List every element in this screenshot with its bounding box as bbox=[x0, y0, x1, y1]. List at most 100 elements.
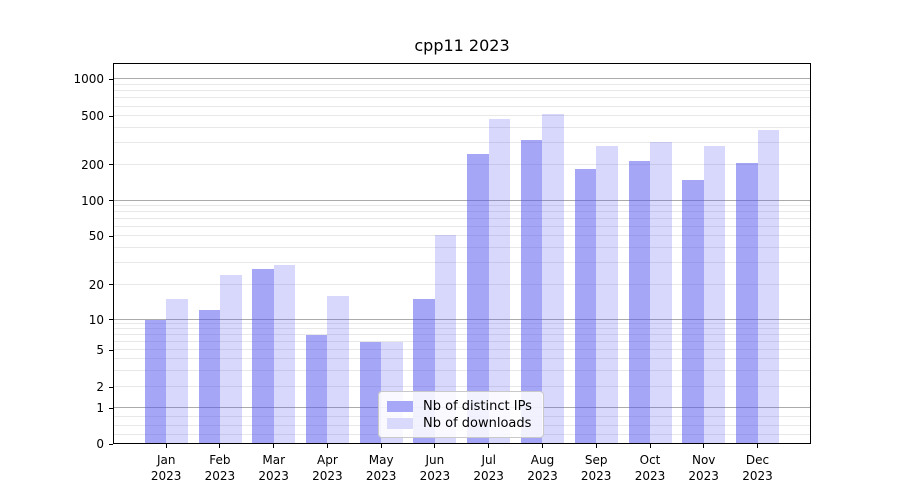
gridline-minor bbox=[113, 349, 811, 350]
bar-nb-of-distinct-ips-dec bbox=[736, 163, 758, 444]
x-tick-mark bbox=[326, 444, 328, 448]
bar-nb-of-distinct-ips-nov bbox=[682, 179, 704, 444]
legend-label-downloads: Nb of downloads bbox=[423, 415, 532, 431]
legend: Nb of distinct IPs Nb of downloads bbox=[378, 391, 544, 438]
gridline-minor bbox=[113, 341, 811, 342]
gridline-minor bbox=[113, 283, 811, 285]
x-tick-month: Apr bbox=[317, 453, 338, 467]
y-tick-mark bbox=[109, 78, 113, 80]
bar-nb-of-downloads-dec bbox=[757, 130, 779, 444]
gridline-minor bbox=[113, 369, 811, 371]
gridline-minor bbox=[113, 83, 811, 85]
gridline-minor bbox=[113, 262, 811, 264]
gridline-minor bbox=[113, 163, 811, 165]
gridline-major bbox=[113, 78, 811, 80]
x-tick-year: 2023 bbox=[419, 469, 451, 483]
x-tick-label: Jun 2023 bbox=[395, 452, 475, 484]
x-tick-label: Apr 2023 bbox=[287, 452, 367, 484]
x-tick-mark bbox=[595, 444, 597, 448]
x-tick-mark bbox=[488, 444, 490, 448]
bar-nb-of-distinct-ips-sep bbox=[574, 168, 597, 444]
gridline-minor bbox=[113, 386, 811, 387]
x-tick-mark bbox=[703, 444, 705, 448]
x-tick-month: Jan bbox=[156, 453, 176, 467]
gridline-minor bbox=[113, 115, 811, 117]
x-tick-year: 2023 bbox=[204, 469, 236, 483]
bar-nb-of-distinct-ips-may bbox=[359, 342, 382, 444]
chart-title: cpp11 2023 bbox=[414, 36, 510, 55]
x-tick-label: Aug 2023 bbox=[503, 452, 583, 484]
x-tick-mark bbox=[273, 444, 275, 448]
y-tick-mark bbox=[109, 443, 113, 445]
y-tick-label: 20 bbox=[88, 277, 104, 292]
gridline-minor bbox=[113, 235, 811, 237]
x-tick-mark bbox=[649, 444, 651, 448]
bar-nb-of-distinct-ips-jan bbox=[144, 319, 167, 444]
bar-nb-of-downloads-apr bbox=[327, 295, 349, 444]
legend-entry-distinct-ips: Nb of distinct IPs bbox=[387, 398, 535, 414]
y-tick-mark bbox=[109, 115, 113, 117]
gridline-minor bbox=[113, 334, 811, 336]
bar-nb-of-distinct-ips-jul bbox=[467, 153, 489, 444]
bar-nb-of-distinct-ips-aug bbox=[520, 139, 543, 444]
x-tick-mark bbox=[757, 444, 758, 448]
x-tick-year: 2023 bbox=[688, 469, 719, 483]
y-tick-mark bbox=[109, 284, 113, 286]
bar-nb-of-downloads-mar bbox=[273, 265, 296, 444]
y-tick-label: 2 bbox=[96, 380, 104, 394]
x-tick-label: Sep 2023 bbox=[556, 452, 636, 484]
plot-area bbox=[113, 63, 811, 444]
x-tick-year: 2023 bbox=[258, 469, 289, 483]
x-tick-month: Jul bbox=[481, 453, 496, 467]
x-tick-label: Mar 2023 bbox=[234, 452, 314, 484]
y-tick-label: 100 bbox=[81, 193, 104, 208]
x-tick-year: 2023 bbox=[742, 469, 773, 483]
x-tick-month: Jun bbox=[425, 453, 445, 467]
gridline-minor bbox=[113, 90, 811, 92]
x-tick-mark bbox=[380, 444, 382, 448]
gridline-major bbox=[113, 199, 811, 201]
bar-nb-of-distinct-ips-feb bbox=[198, 310, 220, 444]
bar-nb-of-downloads-jan bbox=[166, 299, 188, 444]
x-tick-year: 2023 bbox=[365, 469, 397, 483]
y-tick-mark bbox=[109, 386, 113, 388]
y-tick-label: 500 bbox=[81, 109, 104, 124]
bar-nb-of-downloads-aug bbox=[542, 114, 564, 444]
x-tick-year: 2023 bbox=[580, 469, 612, 483]
gridline-minor bbox=[113, 211, 811, 213]
y-tick-mark bbox=[109, 200, 113, 202]
y-tick-mark bbox=[109, 235, 113, 237]
x-tick-label: Jul 2023 bbox=[449, 452, 529, 484]
x-tick-month: Oct bbox=[639, 453, 661, 467]
x-tick-year: 2023 bbox=[527, 469, 558, 483]
x-tick-month: May bbox=[368, 453, 394, 467]
gridline-minor bbox=[113, 97, 811, 99]
gridline-minor bbox=[113, 105, 811, 107]
bar-nb-of-downloads-sep bbox=[596, 146, 618, 444]
x-tick-month: Dec bbox=[745, 453, 770, 467]
x-tick-year: 2023 bbox=[473, 469, 504, 483]
x-tick-month: Aug bbox=[530, 453, 555, 467]
y-tick-label: 0 bbox=[96, 437, 104, 451]
gridline-minor bbox=[113, 127, 811, 129]
legend-swatch-distinct-ips-icon bbox=[387, 400, 413, 412]
gridline-minor bbox=[113, 226, 811, 227]
y-tick-label: 50 bbox=[88, 229, 104, 244]
y-tick-mark bbox=[109, 164, 113, 166]
bar-nb-of-distinct-ips-oct bbox=[628, 161, 650, 444]
bar-nb-of-downloads-nov bbox=[703, 146, 726, 444]
legend-entry-downloads: Nb of downloads bbox=[387, 415, 535, 431]
y-tick-label: 1000 bbox=[73, 72, 104, 87]
x-tick-label: Feb 2023 bbox=[180, 452, 260, 484]
y-tick-mark bbox=[109, 319, 113, 321]
x-tick-month: Mar bbox=[262, 453, 285, 467]
x-tick-label: May 2023 bbox=[341, 452, 421, 484]
bar-nb-of-distinct-ips-apr bbox=[305, 335, 328, 444]
x-tick-year: 2023 bbox=[634, 469, 666, 483]
y-tick-mark bbox=[109, 349, 113, 351]
x-tick-month: Sep bbox=[584, 453, 608, 467]
gridline-minor bbox=[113, 218, 811, 220]
bar-nb-of-downloads-feb bbox=[220, 275, 242, 444]
bar-nb-of-downloads-oct bbox=[650, 141, 672, 444]
